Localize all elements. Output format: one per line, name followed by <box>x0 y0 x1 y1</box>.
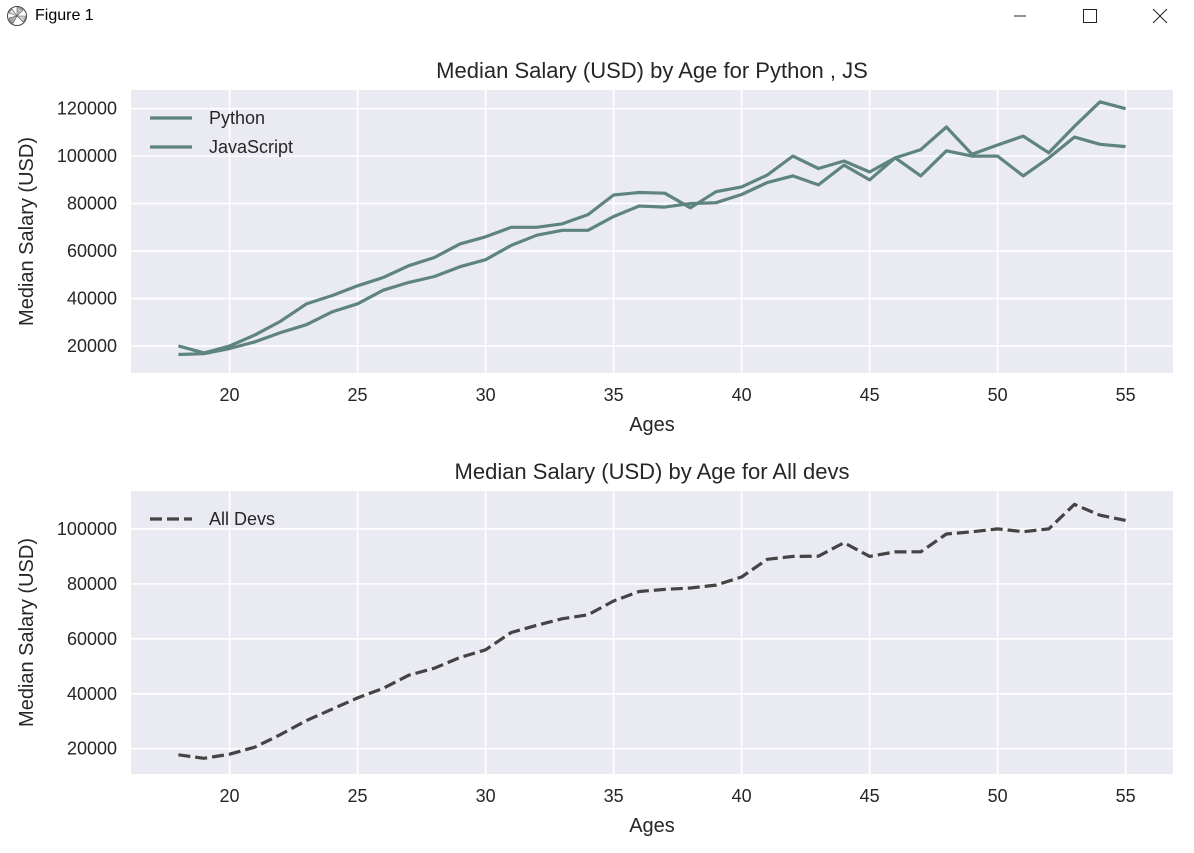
minimize-button[interactable] <box>997 0 1043 32</box>
legend-label: Python <box>209 108 265 128</box>
x-tick-label: 50 <box>988 385 1008 405</box>
y-tick-label: 40000 <box>67 289 117 309</box>
window-title: Figure 1 <box>35 7 94 24</box>
y-tick-label: 60000 <box>67 241 117 261</box>
chart-2: 20 25 30 35 40 45 50 55 20000 40000 60000 80000 1000… <box>16 459 1173 837</box>
x-tick-label: 25 <box>348 385 368 405</box>
series-line-python <box>177 100 1127 355</box>
legend-label: All Devs <box>209 509 275 529</box>
figure-svg: 20 25 30 35 40 45 50 55 20000 40000 60000 80000 1000… <box>16 58 1173 837</box>
x-tick-label: 40 <box>732 385 752 405</box>
x-axis-label: Ages <box>629 815 675 837</box>
y-tick-label: 20000 <box>67 336 117 356</box>
x-tick-label: 20 <box>220 385 240 405</box>
x-tick-label: 40 <box>732 786 752 806</box>
y-tick-label: 80000 <box>67 574 117 594</box>
legend: Python JavaScript <box>150 108 293 157</box>
maximize-button[interactable] <box>1067 0 1113 32</box>
y-tick-label: 60000 <box>67 629 117 649</box>
series-line-javascript <box>178 135 1126 357</box>
y-axis-label: Median Salary (USD) <box>16 538 38 727</box>
chart-title: Median Salary (USD) by Age for Python , … <box>436 58 868 83</box>
close-button[interactable] <box>1137 0 1183 32</box>
x-tick-label: 30 <box>476 786 496 806</box>
y-tick-label: 100000 <box>57 519 117 539</box>
x-tick-label: 25 <box>348 786 368 806</box>
x-axis-label: Ages <box>629 414 675 436</box>
x-tick-label: 20 <box>220 786 240 806</box>
x-tick-label: 55 <box>1116 385 1136 405</box>
x-tick-label: 45 <box>860 786 880 806</box>
x-tick-label: 55 <box>1116 786 1136 806</box>
plot-area <box>131 491 1173 774</box>
x-tick-label: 30 <box>476 385 496 405</box>
y-tick-label: 100000 <box>57 146 117 166</box>
x-tick-label: 45 <box>860 385 880 405</box>
minimize-icon <box>1014 15 1026 17</box>
y-axis-label: Median Salary (USD) <box>16 137 38 326</box>
legend: All Devs <box>150 509 275 529</box>
legend-label: JavaScript <box>209 137 293 157</box>
window-titlebar: Figure 1 <box>0 0 1194 32</box>
y-tick-label: 40000 <box>67 684 117 704</box>
y-tick-label: 80000 <box>67 194 117 214</box>
y-tick-label: 120000 <box>57 99 117 119</box>
x-tick-label: 35 <box>604 786 624 806</box>
chart-title: Median Salary (USD) by Age for All devs <box>455 459 850 484</box>
matplotlib-logo-icon <box>6 5 28 27</box>
series-line-all-devs <box>178 502 1126 760</box>
close-icon <box>1152 8 1168 24</box>
x-tick-label: 35 <box>604 385 624 405</box>
figure-canvas: 20 25 30 35 40 45 50 55 20000 40000 60000 80000 1000… <box>0 32 1194 848</box>
chart-1: 20 25 30 35 40 45 50 55 20000 40000 60000 80000 1000… <box>16 58 1173 436</box>
y-tick-label: 20000 <box>67 739 117 759</box>
x-tick-label: 50 <box>988 786 1008 806</box>
maximize-icon <box>1083 9 1097 23</box>
